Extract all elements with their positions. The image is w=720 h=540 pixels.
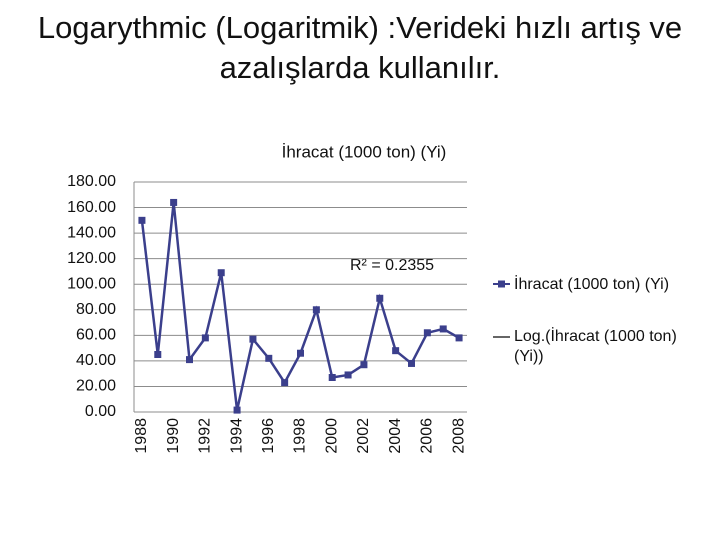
- point-marker: [217, 269, 225, 277]
- point-marker: [360, 361, 368, 369]
- x-tick-label: 2000: [323, 418, 340, 454]
- x-tick-label: 2008: [450, 418, 467, 454]
- x-tick-label: 2002: [355, 418, 372, 454]
- legend-swatch: [498, 280, 505, 288]
- point-marker: [233, 406, 241, 414]
- point-marker: [328, 374, 336, 381]
- legend-label: İhracat (1000 ton) (Yi): [514, 276, 670, 293]
- point-marker: [138, 216, 146, 224]
- point-marker: [186, 356, 193, 364]
- y-tick-label: 40.00: [76, 352, 116, 369]
- point-marker: [154, 351, 162, 358]
- point-marker: [344, 371, 352, 379]
- x-tick-label: 2006: [419, 418, 436, 454]
- point-marker: [170, 198, 178, 206]
- point-marker: [297, 349, 304, 357]
- point-marker: [312, 306, 320, 314]
- x-tick-label: 1988: [133, 418, 150, 454]
- point-marker: [376, 294, 384, 302]
- r2-annotation: R² = 0.2355: [350, 257, 434, 274]
- y-tick-label: 80.00: [76, 301, 116, 318]
- y-tick-label: 120.00: [67, 250, 116, 267]
- y-tick-label: 140.00: [67, 224, 116, 241]
- point-marker: [201, 334, 209, 342]
- x-tick-label: 1996: [260, 418, 277, 454]
- point-marker: [392, 347, 400, 355]
- slide-title: Logarythmic (Logaritmik) :Verideki hızlı…: [37, 10, 683, 85]
- point-marker: [249, 335, 257, 343]
- y-tick-label: 60.00: [76, 327, 116, 344]
- point-marker: [423, 329, 431, 337]
- x-tick-label: 2004: [387, 418, 404, 454]
- y-tick-label: 160.00: [67, 199, 116, 216]
- x-tick-label: 1998: [292, 418, 309, 454]
- point-marker: [455, 334, 463, 342]
- y-tick-label: 100.00: [67, 275, 116, 292]
- y-tick-label: 0.00: [85, 403, 116, 420]
- x-tick-label: 1990: [165, 418, 182, 454]
- point-marker: [408, 359, 415, 367]
- x-tick-label: 1992: [197, 418, 214, 454]
- y-tick-label: 20.00: [76, 378, 116, 395]
- y-tick-label: 180.00: [67, 173, 116, 190]
- point-marker: [265, 354, 273, 362]
- point-marker: [281, 379, 289, 387]
- chart-title: İhracat (1000 ton) (Yi): [282, 142, 447, 161]
- point-marker: [439, 325, 447, 333]
- legend-label: Log.(İhracat (1000 ton) (Yi)): [514, 328, 677, 365]
- x-tick-label: 1994: [228, 418, 245, 454]
